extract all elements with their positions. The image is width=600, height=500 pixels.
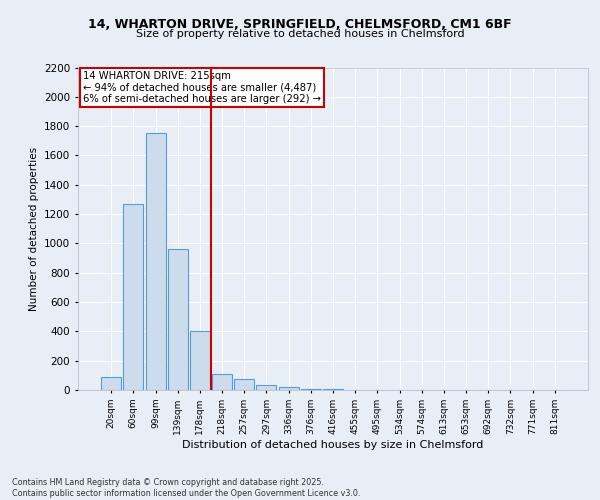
Bar — [168, 250, 188, 390]
Bar — [256, 385, 277, 390]
X-axis label: Distribution of detached houses by size in Chelmsford: Distribution of detached houses by size … — [182, 440, 484, 450]
Bar — [278, 387, 299, 390]
Bar — [124, 204, 143, 390]
Bar — [301, 388, 321, 390]
Text: Contains HM Land Registry data © Crown copyright and database right 2025.
Contai: Contains HM Land Registry data © Crown c… — [12, 478, 361, 498]
Text: 14 WHARTON DRIVE: 215sqm
← 94% of detached houses are smaller (4,487)
6% of semi: 14 WHARTON DRIVE: 215sqm ← 94% of detach… — [83, 70, 321, 104]
Bar — [101, 377, 121, 390]
Text: Size of property relative to detached houses in Chelmsford: Size of property relative to detached ho… — [136, 29, 464, 39]
Bar — [190, 332, 210, 390]
Bar — [212, 374, 232, 390]
Bar — [146, 134, 166, 390]
Y-axis label: Number of detached properties: Number of detached properties — [29, 146, 38, 311]
Text: 14, WHARTON DRIVE, SPRINGFIELD, CHELMSFORD, CM1 6BF: 14, WHARTON DRIVE, SPRINGFIELD, CHELMSFO… — [88, 18, 512, 30]
Bar — [234, 379, 254, 390]
